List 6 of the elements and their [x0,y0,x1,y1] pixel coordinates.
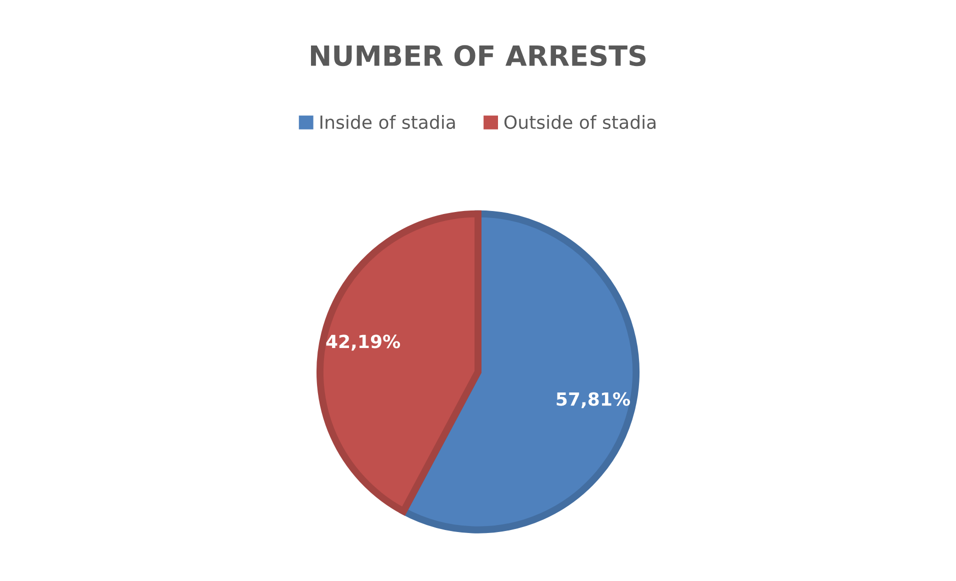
data-label: 42,19% [326,334,400,351]
legend-label: Inside of stadia [320,115,455,129]
data-label: 57,81% [556,392,630,408]
chart-title: NUMBER OF ARRESTS [310,45,646,66]
pie-slice [316,210,482,515]
legend-label: Outside of stadia [504,115,656,129]
